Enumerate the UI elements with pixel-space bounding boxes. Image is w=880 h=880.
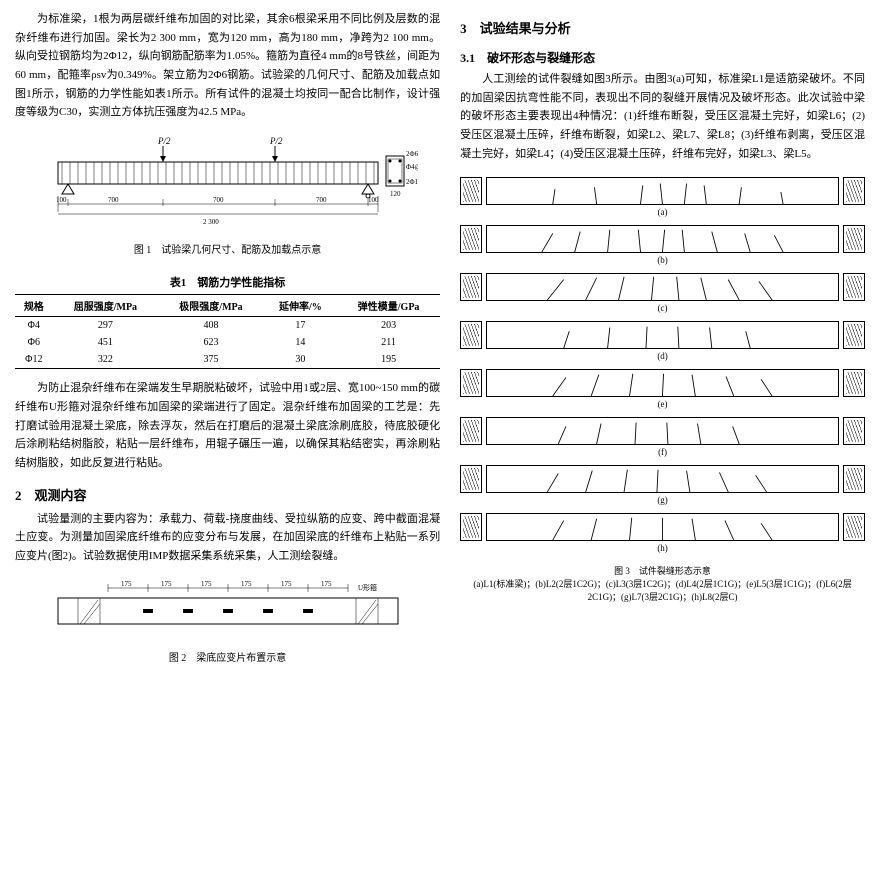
svg-text:P/2: P/2	[157, 136, 171, 146]
crack-label: (h)	[460, 543, 865, 553]
crack-diagram	[460, 225, 865, 253]
svg-text:700: 700	[108, 196, 119, 204]
observation-paragraph: 试验量测的主要内容为：承载力、荷载-挠度曲线、受拉纵筋的应变、跨中截面混凝土应变…	[15, 510, 440, 566]
crack-label: (c)	[460, 303, 865, 313]
crack-label: (f)	[460, 447, 865, 457]
svg-text:175: 175	[121, 580, 132, 588]
crack-label: (d)	[460, 351, 865, 361]
figure-3-caption: 图 3 试件裂缝形态示意 (a)L1(标准梁)；(b)L2(2层1C2G)；(c…	[460, 565, 865, 603]
th: 极限强度/MPa	[158, 295, 264, 317]
svg-text:175: 175	[321, 580, 332, 588]
right-column: 3 试验结果与分析 3.1 破坏形态与裂缝形态 人工测绘的试件裂缝如图3所示。由…	[460, 10, 865, 870]
crack-diagram	[460, 369, 865, 397]
figure-1-caption: 图 1 试验梁几何尺寸、配筋及加载点示意	[15, 241, 440, 256]
th: 弹性模量/GPa	[337, 295, 440, 317]
crack-diagram	[460, 177, 865, 205]
crack-diagram	[460, 321, 865, 349]
crack-label: (b)	[460, 255, 865, 265]
svg-text:700: 700	[316, 196, 327, 204]
th: 延伸率/%	[264, 295, 337, 317]
svg-text:2Φ6: 2Φ6	[406, 150, 418, 158]
table-1-caption: 表1 钢筋力学性能指标	[15, 274, 440, 290]
results-paragraph: 人工测绘的试件裂缝如图3所示。由图3(a)可知，标准梁L1是适筋梁破坏。不同的加…	[460, 70, 865, 163]
figure-1: P/2 P/2	[38, 134, 418, 229]
svg-text:700: 700	[213, 196, 224, 204]
svg-text:2Φ12: 2Φ12	[406, 178, 418, 186]
svg-text:175: 175	[241, 580, 252, 588]
th: 规格	[15, 295, 53, 317]
svg-text:100: 100	[368, 196, 379, 204]
table-1: 规格 屈服强度/MPa 极限强度/MPa 延伸率/% 弹性模量/GPa Φ4 2…	[15, 294, 440, 369]
figure-2-caption: 图 2 梁底应变片布置示意	[15, 649, 440, 664]
svg-text:175: 175	[161, 580, 172, 588]
left-column: 为标准梁，1根为两层碳纤维布加固的对比梁，其余6根梁采用不同比例及层数的混杂纤维…	[15, 10, 440, 870]
crack-label: (a)	[460, 207, 865, 217]
th: 屈服强度/MPa	[53, 295, 159, 317]
intro-paragraph: 为标准梁，1根为两层碳纤维布加固的对比梁，其余6根梁采用不同比例及层数的混杂纤维…	[15, 10, 440, 122]
svg-text:P/2: P/2	[269, 136, 283, 146]
process-paragraph: 为防止混杂纤维布在梁端发生早期脱粘破坏，试验中用1或2层、宽100~150 mm…	[15, 379, 440, 472]
crack-label: (e)	[460, 399, 865, 409]
svg-text:120: 120	[390, 190, 401, 198]
subsection-3-1-title: 3.1 破坏形态与裂缝形态	[460, 49, 865, 66]
svg-text:175: 175	[281, 580, 292, 588]
section-2-title: 2 观测内容	[15, 485, 440, 504]
svg-text:Φ4@60: Φ4@60	[406, 163, 418, 171]
svg-text:2 300: 2 300	[203, 218, 219, 226]
section-3-title: 3 试验结果与分析	[460, 18, 865, 37]
figure-2: 175 175 175 175 175 175 U形箍	[48, 580, 408, 635]
crack-label: (g)	[460, 495, 865, 505]
figure-3: (a) (b) (c) (d) (e) (f) (g) (h)	[460, 177, 865, 561]
crack-diagram	[460, 513, 865, 541]
svg-text:U形箍: U形箍	[358, 583, 377, 592]
svg-text:100: 100	[56, 196, 67, 204]
crack-diagram	[460, 273, 865, 301]
crack-diagram	[460, 417, 865, 445]
svg-text:175: 175	[201, 580, 212, 588]
crack-diagram	[460, 465, 865, 493]
